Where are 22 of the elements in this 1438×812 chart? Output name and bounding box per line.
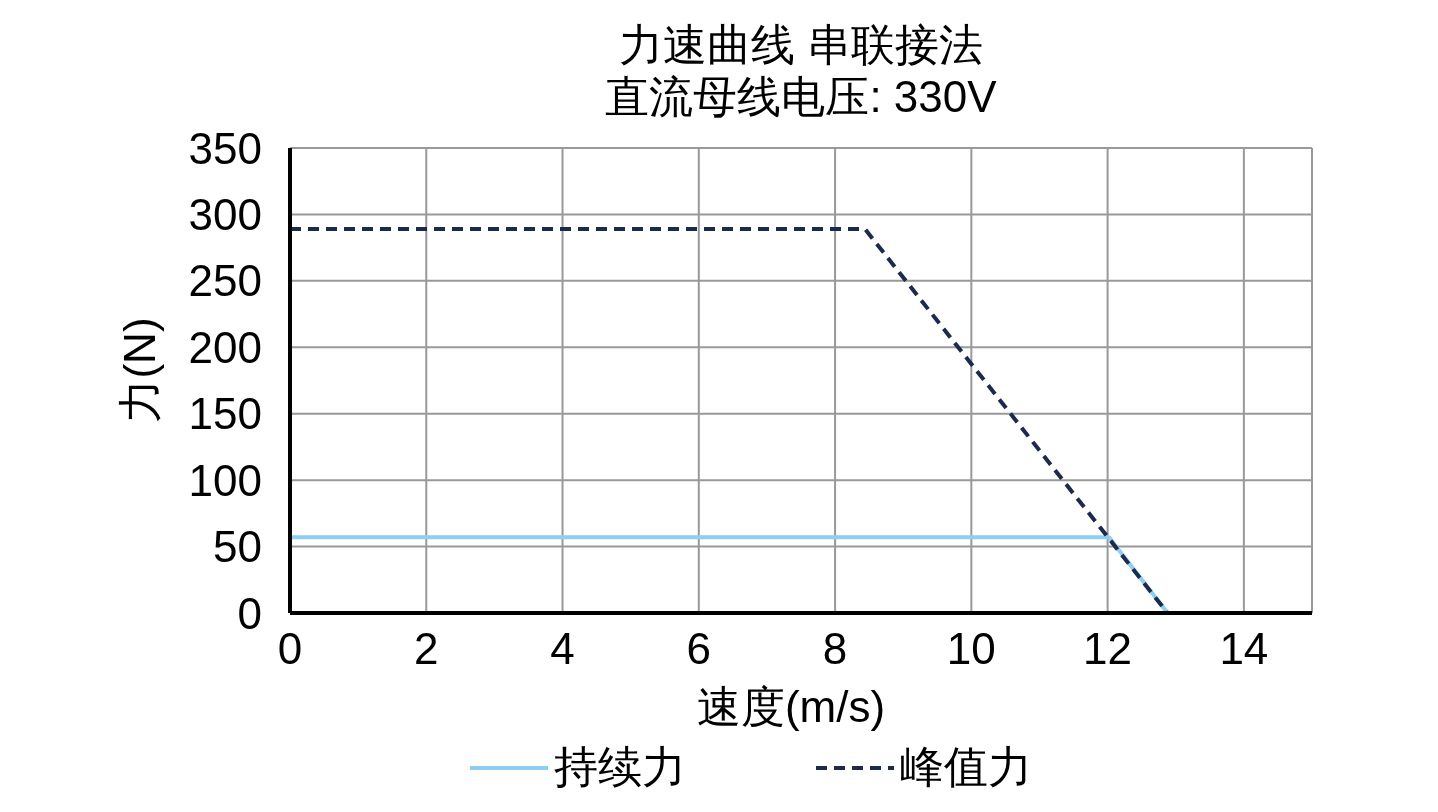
y-tick-label: 250 (188, 256, 262, 306)
y-tick-label: 150 (188, 389, 262, 439)
y-tick-label: 50 (213, 522, 262, 572)
y-tick-label: 0 (237, 588, 262, 638)
legend-label: 峰值力 (900, 741, 1032, 793)
x-tick-label: 8 (822, 624, 848, 674)
y-tick-label: 200 (188, 322, 262, 372)
x-tick-label: 4 (550, 624, 575, 674)
chart-subtitle: 直流母线电压: 330V (604, 72, 998, 122)
x-tick-label: 0 (277, 624, 303, 674)
y-tick-label: 100 (188, 455, 262, 505)
chart-title: 力速曲线 串联接法 (617, 20, 985, 70)
x-tick-label: 2 (414, 624, 439, 674)
y-tick-label: 300 (188, 190, 262, 240)
x-tick-label: 14 (1219, 624, 1269, 674)
y-tick-label: 350 (188, 123, 262, 173)
x-axis-title: 速度(m/s) (695, 681, 887, 733)
y-axis-title: 力(N) (114, 317, 165, 423)
x-tick-label: 12 (1083, 624, 1133, 674)
x-tick-label: 6 (686, 624, 712, 674)
x-tick-label: 10 (946, 624, 996, 674)
legend-label: 持续力 (554, 741, 686, 793)
